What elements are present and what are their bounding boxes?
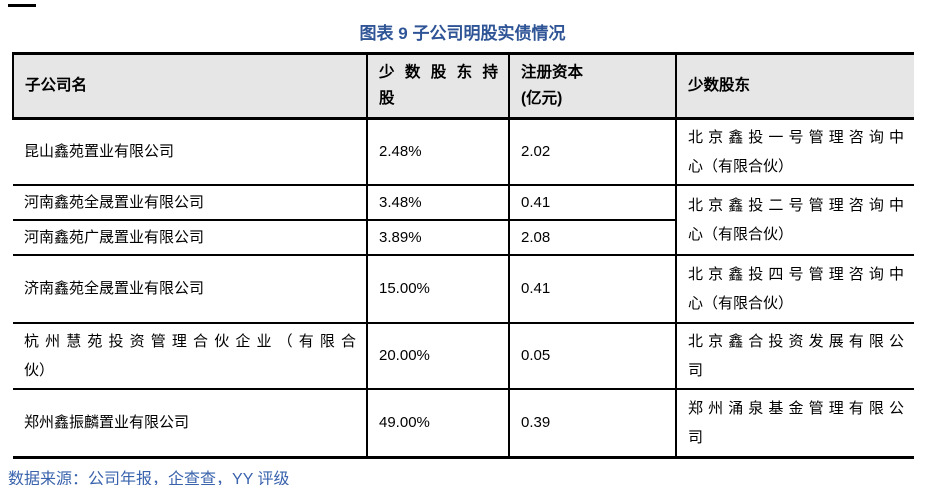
header-row: 子公司名 少数股东持 股 注册资本 (亿元) 少数股东 [12, 52, 914, 120]
table-row: 昆山鑫苑置业有限公司 2.48% 2.02 北京鑫投一号管理咨询中 心（有限合伙… [13, 118, 914, 186]
cell-text: 3.89% [379, 228, 422, 246]
cell-text: 司 [688, 361, 704, 379]
cell-text: 伙） [24, 361, 55, 379]
header-label: 少数股东 [688, 77, 751, 94]
source-link[interactable]: 企查查 [168, 471, 217, 485]
cell-text: 北京鑫投一号管理咨询中 [688, 128, 904, 146]
stake-cell: 2.48% [366, 118, 509, 186]
shareholder-cell: 郑州涌泉基金管理有限公 司 [675, 388, 914, 459]
subsidiary-name-cell: 昆山鑫苑置业有限公司 [13, 118, 367, 186]
figure-title: 图表 9 子公司明股实债情况 [359, 24, 566, 43]
table-row: 郑州鑫振麟置业有限公司 49.00% 0.39 郑州涌泉基金管理有限公 司 [13, 388, 914, 459]
cell-text: 杭州慧苑投资管理合伙企业（有限合 [24, 332, 356, 350]
cell-text: 15.00% [379, 280, 430, 297]
header-label: 子公司名 [25, 77, 88, 94]
cell-text: 司 [688, 428, 704, 446]
capital-cell: 0.41 [508, 184, 676, 221]
header-label: 注册资本 [521, 64, 584, 81]
cell-text: 2.48% [379, 143, 422, 161]
capital-cell: 0.39 [508, 388, 676, 459]
cell-text: 北京鑫投二号管理咨询中 [688, 196, 904, 214]
subsidiary-name-cell: 杭州慧苑投资管理合伙企业（有限合 伙） [13, 322, 367, 390]
cell-text: 20.00% [379, 347, 430, 364]
cell-text: 2.02 [521, 143, 551, 161]
column-header-subsidiary: 子公司名 [12, 52, 367, 120]
subsidiary-name-cell: 河南鑫苑全晟置业有限公司 [13, 184, 367, 221]
cell-text: 0.39 [521, 414, 551, 432]
cell-text: 河南鑫苑广晟置业有限公司 [24, 228, 205, 246]
header-label: (亿元) [521, 90, 563, 107]
stake-cell: 15.00% [366, 254, 509, 324]
shareholder-cell: 北京鑫投四号管理咨询中 心（有限合伙） [675, 254, 914, 324]
stake-cell: 20.00% [366, 322, 509, 390]
source-prefix: 数据来源：公司年报， [8, 471, 169, 485]
cell-text: 2.08 [521, 228, 551, 246]
source-suffix: ，YY 评级 [216, 471, 290, 485]
table-row: 济南鑫苑全晟置业有限公司 15.00% 0.41 北京鑫投四号管理咨询中 心（有… [13, 254, 914, 324]
cell-text: 河南鑫苑全晟置业有限公司 [24, 193, 205, 211]
cell-text: 昆山鑫苑置业有限公司 [24, 143, 175, 161]
cell-text: 北京鑫合投资发展有限公 [688, 332, 904, 350]
column-header-capital: 注册资本 (亿元) [508, 52, 676, 120]
cell-text: 心（有限合伙） [688, 294, 794, 312]
capital-cell: 2.02 [508, 118, 676, 186]
table-row: 河南鑫苑全晟置业有限公司 3.48% 0.41 北京鑫投二号管理咨询中 心（有限… [13, 184, 914, 256]
cell-text: 0.05 [521, 347, 551, 364]
cell-text: 郑州鑫振麟置业有限公司 [24, 414, 190, 432]
shareholder-cell: 北京鑫投一号管理咨询中 心（有限合伙） [675, 118, 914, 186]
subsidiary-name-cell: 济南鑫苑全晟置业有限公司 [13, 254, 367, 324]
subsidiary-name-cell: 河南鑫苑广晟置业有限公司 [13, 219, 367, 256]
header-label: 少数股东持 [379, 64, 498, 81]
stake-cell: 3.89% [366, 219, 509, 256]
cell-text: 心（有限合伙） [688, 157, 794, 175]
cell-text: 郑州涌泉基金管理有限公 [688, 399, 904, 417]
capital-cell: 2.08 [508, 219, 676, 256]
subsidiary-name-cell: 郑州鑫振麟置业有限公司 [13, 388, 367, 459]
table-row: 杭州慧苑投资管理合伙企业（有限合 伙） 20.00% 0.05 北京鑫合投资发展… [13, 322, 914, 390]
table-row: 河南鑫苑广晟置业有限公司 3.89% 2.08 [13, 219, 914, 256]
capital-cell: 0.05 [508, 322, 676, 390]
stake-cell: 49.00% [366, 388, 509, 459]
cell-text: 0.41 [521, 193, 551, 211]
cell-text: 0.41 [521, 280, 551, 297]
column-header-stake: 少数股东持 股 [366, 52, 509, 120]
header-label: 股 [379, 90, 395, 107]
cell-text: 心（有限合伙） [688, 225, 794, 243]
cell-text: 49.00% [379, 414, 430, 432]
column-header-shareholder: 少数股东 [675, 52, 914, 120]
stake-cell: 3.48% [366, 184, 509, 221]
shareholder-cell: 北京鑫合投资发展有限公 司 [675, 322, 914, 390]
capital-cell: 0.41 [508, 254, 676, 324]
cell-text: 济南鑫苑全晟置业有限公司 [24, 280, 205, 297]
cell-text: 3.48% [379, 193, 422, 211]
top-left-rule [8, 4, 36, 7]
shareholder-cell-merged: 北京鑫投二号管理咨询中 心（有限合伙） [675, 184, 914, 256]
data-source-line: 数据来源：公司年报，企查查，YY 评级 [8, 468, 934, 485]
subsidiaries-table: 子公司名 少数股东持 股 注册资本 (亿元) 少数股东 昆山鑫苑置业有限公司 [12, 52, 914, 459]
cell-text: 北京鑫投四号管理咨询中 [688, 265, 904, 283]
